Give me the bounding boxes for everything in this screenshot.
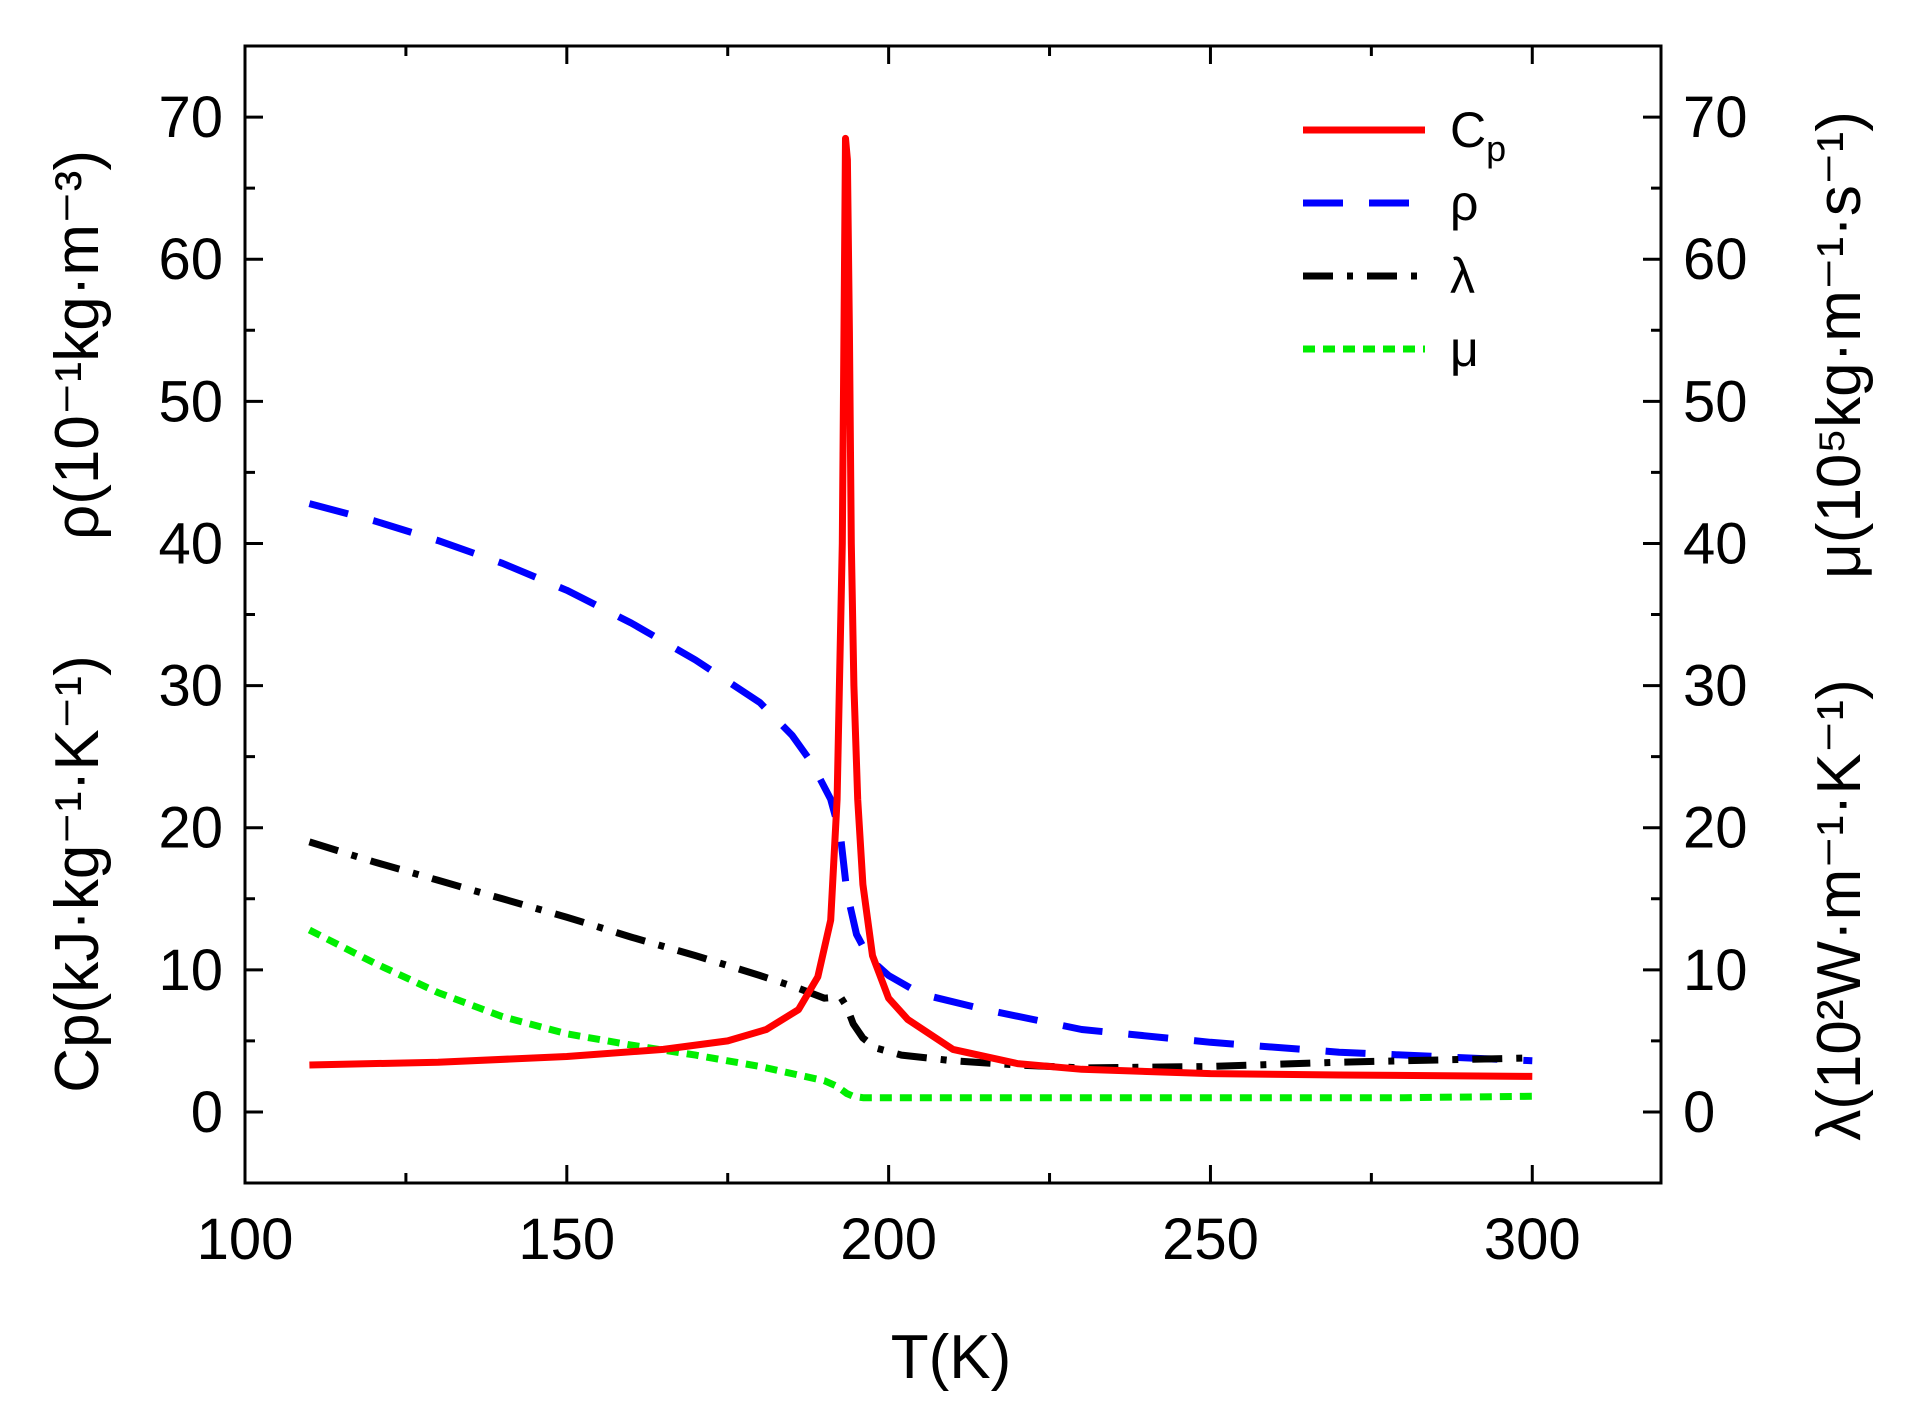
right-y-axis-label-upper: μ(10⁵kg·m⁻¹·s⁻¹) (1805, 111, 1874, 579)
plot-frame (243, 44, 1663, 1185)
left-y-axis-label-upper: ρ(10⁻¹kg·m⁻³) (43, 150, 112, 540)
y-tick-label-right: 70 (1683, 85, 1748, 150)
tick-marks (243, 44, 1661, 1185)
y-tick-label-right: 20 (1683, 796, 1748, 861)
y-tick-label-left: 30 (158, 654, 223, 719)
legend-label: λ (1450, 248, 1475, 304)
x-axis-label: T(K) (891, 1323, 1012, 1392)
series-lines (307, 134, 1533, 1102)
y-tick-label-left: 10 (158, 938, 223, 1003)
series-line-dotted (307, 926, 1533, 1102)
y-tick-label-left: 20 (158, 796, 223, 861)
legend-label: ρ (1450, 175, 1478, 231)
x-tick-label: 250 (1162, 1207, 1259, 1272)
y-tick-label-right: 0 (1683, 1080, 1715, 1145)
y-tick-label-right: 30 (1683, 654, 1748, 719)
y-tick-label-right: 10 (1683, 938, 1748, 1003)
x-tick-label: 150 (518, 1207, 615, 1272)
y-tick-label-right: 50 (1683, 369, 1748, 434)
legend: Cp ρλμ (1303, 102, 1506, 377)
legend-label: μ (1450, 321, 1479, 377)
tick-labels: 100 150 200 250 300 0 0 10 10 20 20 30 30 40 40 50 50 60 6… (158, 85, 1747, 1272)
x-tick-label: 200 (840, 1207, 937, 1272)
series-line-dashed (308, 500, 1533, 1065)
y-tick-label-left: 70 (158, 85, 223, 150)
left-y-axis-label-lower: Cp(kJ·kg⁻¹·K⁻¹) (43, 655, 112, 1092)
series-line-dash-dot (308, 838, 1533, 1072)
y-tick-label-left: 60 (158, 227, 223, 292)
y-tick-label-left: 50 (158, 369, 223, 434)
x-tick-label: 100 (197, 1207, 294, 1272)
y-tick-label-left: 0 (191, 1080, 223, 1145)
y-tick-label-right: 60 (1683, 227, 1748, 292)
right-y-axis-label-lower: λ(10²W·m⁻¹·K⁻¹) (1805, 679, 1874, 1140)
legend-label: Cp (1450, 102, 1506, 169)
series-line-solid (309, 134, 1533, 1080)
x-tick-label: 300 (1484, 1207, 1581, 1272)
y-tick-label-left: 40 (158, 511, 223, 576)
y-tick-label-right: 40 (1683, 511, 1748, 576)
